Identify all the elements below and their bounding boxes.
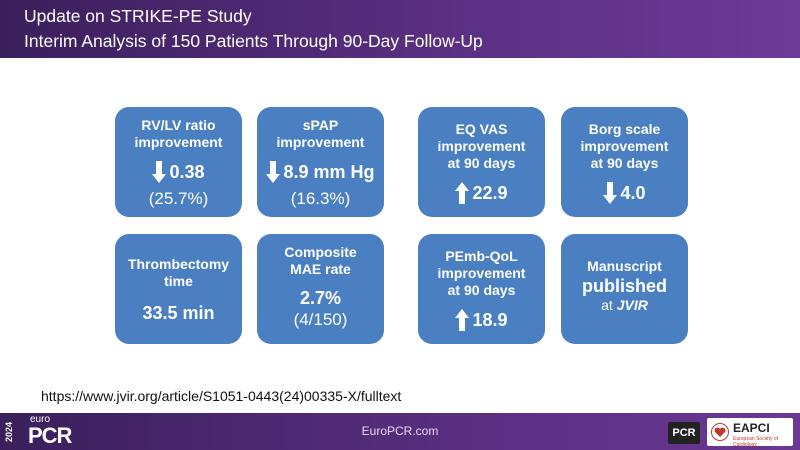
eapci-sub: European Society of Cardiology	[733, 436, 779, 448]
tile-line: PEmb-QoL	[445, 248, 518, 264]
tile-rvlv-ratio: RV/LV ratio improvement 0.38 (25.7%)	[115, 107, 242, 217]
footer-site: EuroPCR.com	[361, 424, 439, 438]
tile-value: 8.9 mm Hg	[283, 162, 375, 182]
tile-line: Borg scale	[588, 121, 661, 137]
tile-spap: sPAP improvement 8.9 mm Hg (16.3%)	[257, 107, 384, 217]
tile-line: MAE rate	[290, 261, 351, 277]
tile-line: RV/LV ratio	[141, 117, 216, 133]
tile-line: Manuscript	[587, 258, 662, 274]
up-arrow-icon	[455, 182, 470, 204]
footer-euro-label: euro	[30, 414, 51, 425]
down-arrow-icon	[266, 161, 281, 183]
heart-icon	[711, 423, 729, 441]
tile-journal-name: JVIR	[616, 297, 648, 313]
pcr-logo: PCR	[668, 422, 700, 444]
tile-value-row: 22.9	[455, 182, 508, 204]
tile-line: Composite	[284, 244, 357, 260]
tile-line: improvement	[437, 265, 526, 281]
tile-value-row: 4.0	[603, 182, 646, 204]
tile-published: published	[582, 276, 667, 296]
tile-value: 2.7%	[299, 288, 342, 308]
tile-value-row: 0.38	[152, 161, 205, 183]
tile-detail: (4/150)	[293, 310, 348, 329]
eapci-label: EAPCI	[733, 421, 770, 435]
tile-value: 4.0	[620, 183, 646, 203]
tile-composite-mae: Composite MAE rate 2.7% (4/150)	[257, 234, 384, 344]
tile-line: improvement	[276, 134, 365, 150]
tile-value: 18.9	[472, 310, 508, 330]
tile-journal-prefix: at	[601, 297, 617, 313]
slide-subtitle: Interim Analysis of 150 Patients Through…	[24, 31, 483, 51]
tile-line: sPAP	[302, 117, 339, 133]
tile-line: improvement	[134, 134, 223, 150]
article-url: https://www.jvir.org/article/S1051-0443(…	[41, 388, 402, 404]
tile-journal-line: at JVIR	[561, 297, 688, 314]
tile-value: 22.9	[472, 183, 508, 203]
down-arrow-icon	[603, 182, 618, 204]
tile-line: at 90 days	[447, 155, 516, 171]
tile-line: at 90 days	[447, 282, 516, 298]
down-arrow-icon	[152, 161, 167, 183]
up-arrow-icon	[455, 309, 470, 331]
tile-pemb-qol: PEmb-QoL improvement at 90 days 18.9	[418, 234, 545, 344]
tile-eq-vas: EQ VAS improvement at 90 days 22.9	[418, 107, 545, 217]
eapci-logo: EAPCI European Society of Cardiology	[707, 418, 793, 448]
tile-value-row: 8.9 mm Hg	[266, 161, 375, 183]
tile-line: Thrombectomy	[127, 256, 230, 272]
header-bar: Update on STRIKE-PE Study Interim Analys…	[0, 0, 800, 58]
tile-line: improvement	[580, 138, 669, 154]
tile-line: time	[164, 273, 193, 289]
tile-value: 33.5 min	[142, 303, 215, 323]
slide-title: Update on STRIKE-PE Study	[24, 6, 252, 26]
tile-thrombectomy-time: Thrombectomy time 33.5 min	[115, 234, 242, 344]
tile-value-row: 18.9	[455, 309, 508, 331]
tile-percent: (25.7%)	[148, 189, 209, 208]
tile-manuscript: Manuscript published at JVIR	[561, 234, 688, 344]
europcr-logo: PCR	[28, 423, 72, 448]
tile-borg-scale: Borg scale improvement at 90 days 4.0	[561, 107, 688, 217]
tile-value: 0.38	[169, 162, 205, 182]
tile-line: at 90 days	[590, 155, 659, 171]
tile-line: improvement	[437, 138, 526, 154]
footer-bar: 2024 euro PCR EuroPCR.com PCR EAPCI Euro…	[0, 413, 800, 450]
tile-percent: (16.3%)	[290, 189, 351, 208]
tile-line: EQ VAS	[455, 121, 508, 137]
